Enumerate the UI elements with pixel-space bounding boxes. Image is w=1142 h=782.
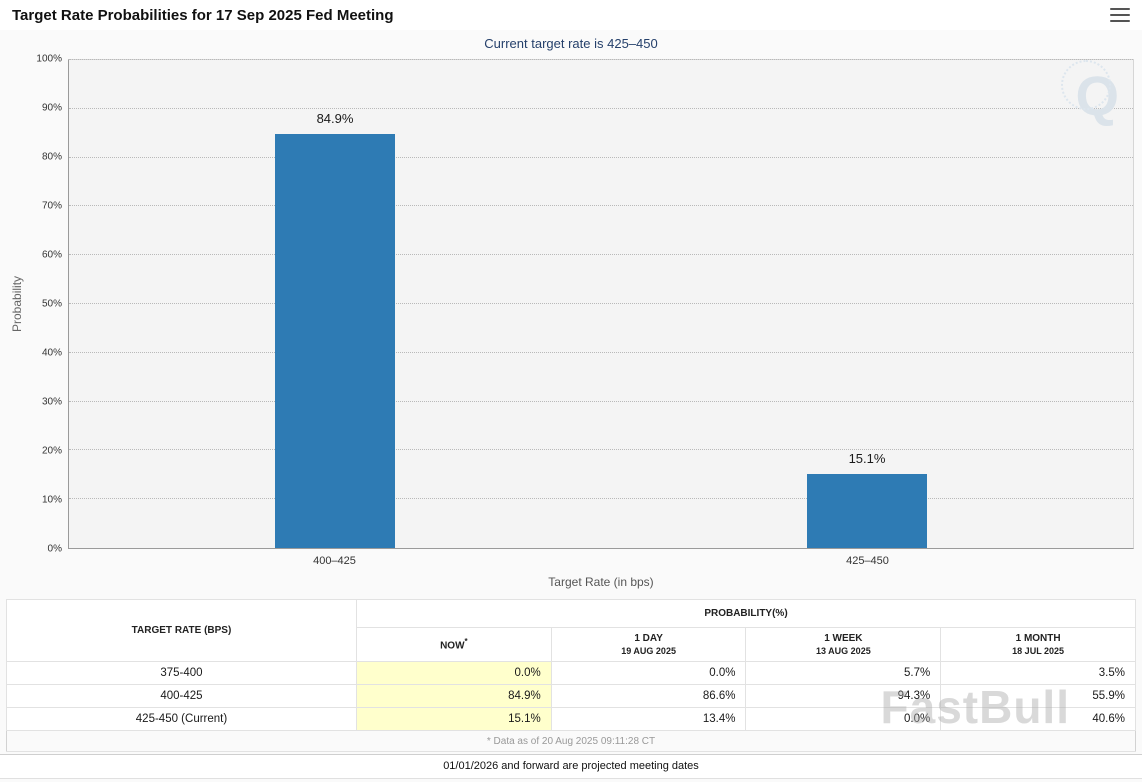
probability-bar[interactable] xyxy=(807,474,927,548)
value-cell: 40.6% xyxy=(940,707,1136,731)
value-cell: 94.3% xyxy=(745,684,942,708)
table-row: 375-400 0.0% 0.0% 5.7% 3.5% xyxy=(6,661,1136,685)
rate-cell: 425-450 (Current) xyxy=(6,707,357,731)
y-axis-tick-labels: 0% 10% 20% 30% 40% 50% 60% 70% 80% 90% 100% xyxy=(26,54,68,555)
data-as-of-note: * Data as of 20 Aug 2025 09:11:28 CT xyxy=(6,730,1136,752)
y-tick-label: 10% xyxy=(41,494,62,506)
top-bar: Target Rate Probabilities for 17 Sep 202… xyxy=(0,0,1142,30)
y-tick-label: 60% xyxy=(41,249,62,261)
plot-area: 84.9% 15.1% Q xyxy=(68,59,1134,549)
y-tick-label: 0% xyxy=(47,543,62,555)
bars-container: 84.9% 15.1% xyxy=(69,60,1133,548)
probability-bar[interactable] xyxy=(275,133,395,548)
gridlines xyxy=(69,59,1133,548)
table-footnote-row: * Data as of 20 Aug 2025 09:11:28 CT xyxy=(6,730,1136,752)
y-tick-label: 50% xyxy=(41,298,62,310)
table-row: 425-450 (Current) 15.1% 13.4% 0.0% 40.6% xyxy=(6,707,1136,731)
value-cell: 0.0% xyxy=(550,661,747,685)
value-cell: 5.7% xyxy=(745,661,942,685)
y-tick-label: 30% xyxy=(41,396,62,408)
value-cell: 3.5% xyxy=(940,661,1136,685)
quikstrike-logo-watermark: Q xyxy=(1061,60,1119,127)
col-header-1day-date: 19 AUG 2025 xyxy=(621,646,676,656)
col-group-header-probability: PROBABILITY(%) xyxy=(355,599,1137,628)
x-tick-label: 425–450 xyxy=(846,555,889,567)
col-header-1day: 1 DAY 19 AUG 2025 xyxy=(550,627,747,662)
bar-value-label: 84.9% xyxy=(316,110,354,126)
col-header-1month: 1 MONTH 18 JUL 2025 xyxy=(940,627,1136,662)
y-tick-label: 100% xyxy=(36,53,62,65)
menu-bar xyxy=(1110,20,1130,22)
y-tick-label: 40% xyxy=(41,347,62,359)
bar-value-label: 15.1% xyxy=(848,451,886,467)
y-tick-label: 70% xyxy=(41,200,62,212)
now-value-cell: 15.1% xyxy=(355,707,552,731)
col-header-target-rate: TARGET RATE (BPS) xyxy=(6,599,357,662)
col-header-now-label: NOW xyxy=(440,640,465,652)
y-tick-label: 20% xyxy=(41,445,62,457)
y-axis-title: Probability xyxy=(10,275,24,333)
col-header-1week: 1 WEEK 13 AUG 2025 xyxy=(745,627,942,662)
menu-bar xyxy=(1110,8,1130,10)
col-header-now: NOW* xyxy=(355,627,552,662)
rate-cell: 400-425 xyxy=(6,684,357,708)
hamburger-menu-icon[interactable] xyxy=(1110,8,1130,22)
menu-bar xyxy=(1110,14,1130,16)
now-value-cell: 84.9% xyxy=(355,684,552,708)
x-axis-tick-labels: 400–425 425–450 xyxy=(68,549,1134,567)
col-header-1day-label: 1 DAY xyxy=(634,633,663,644)
projected-dates-note: 01/01/2026 and forward are projected mee… xyxy=(0,754,1142,779)
value-cell: 86.6% xyxy=(550,684,747,708)
value-cell: 13.4% xyxy=(550,707,747,731)
rate-cell: 375-400 xyxy=(6,661,357,685)
chart-subtitle: Current target rate is 425–450 xyxy=(0,30,1142,59)
x-axis-title: Target Rate (in bps) xyxy=(548,575,654,589)
col-header-1week-date: 13 AUG 2025 xyxy=(816,646,871,656)
footnote-asterisk: * xyxy=(464,637,468,647)
bar-slot: 84.9% xyxy=(69,60,601,548)
y-tick-label: 80% xyxy=(41,151,62,163)
x-tick-label: 400–425 xyxy=(313,555,356,567)
probability-table: TARGET RATE (BPS) PROBABILITY(%) NOW* 1 … xyxy=(6,599,1137,752)
now-value-cell: 0.0% xyxy=(355,661,552,685)
value-cell: 55.9% xyxy=(940,684,1136,708)
bar-chart: Probability 0% 10% 20% 30% 40% 50% 60% 70% 80% 90… xyxy=(0,54,1142,589)
page-title: Target Rate Probabilities for 17 Sep 202… xyxy=(12,6,394,24)
y-tick-label: 90% xyxy=(41,102,62,114)
col-header-1week-label: 1 WEEK xyxy=(824,633,863,644)
value-cell: 0.0% xyxy=(745,707,942,731)
col-header-1month-date: 18 JUL 2025 xyxy=(1012,646,1065,656)
col-header-1month-label: 1 MONTH xyxy=(1015,633,1061,644)
table-row: 400-425 84.9% 86.6% 94.3% 55.9% xyxy=(6,684,1136,708)
bar-slot: 15.1% xyxy=(601,60,1133,548)
probability-table-container: TARGET RATE (BPS) PROBABILITY(%) NOW* 1 … xyxy=(6,599,1137,752)
